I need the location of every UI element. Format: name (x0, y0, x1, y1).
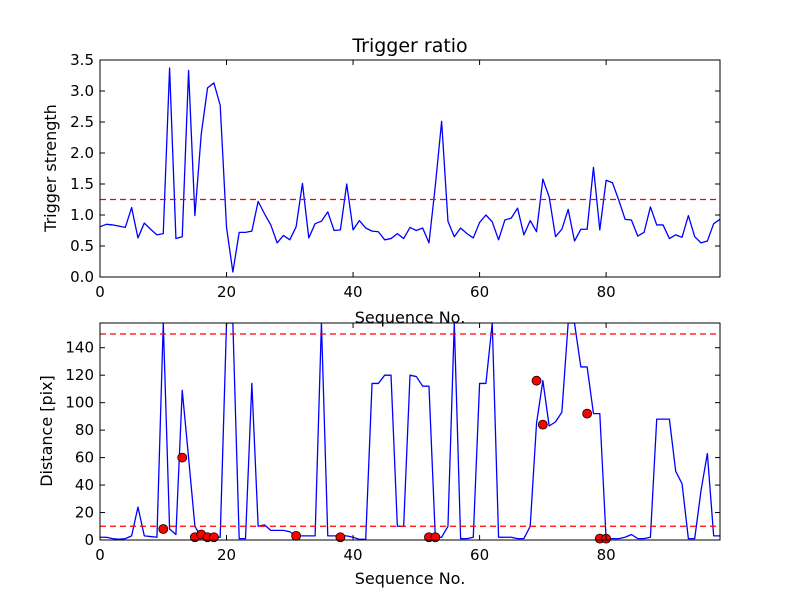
bottom-y-tick-label: 0 (84, 531, 94, 549)
bottom-y-tick-label: 140 (65, 339, 94, 357)
top-x-tick-label: 0 (95, 283, 105, 301)
bottom-marker-point (582, 408, 593, 419)
bottom-x-tick-label: 80 (597, 546, 616, 564)
bottom-marker-point (158, 524, 169, 534)
bottom-x-tick-label: 0 (95, 546, 105, 564)
top-x-tick-label: 40 (344, 283, 363, 301)
top-chart-title: Trigger ratio (351, 35, 467, 57)
bottom-marker-point (177, 452, 188, 463)
bottom-x-axis-label: Sequence No. (355, 569, 466, 588)
top-y-tick-label: 1.0 (70, 206, 94, 224)
bottom-ticks: 0 20 40 60 80 0 20 40 60 80 100 120 140 (65, 323, 720, 564)
bottom-y-tick-label: 40 (75, 476, 94, 494)
top-x-tick-label: 20 (217, 283, 236, 301)
bottom-y-tick-label: 80 (75, 421, 94, 439)
bottom-y-tick-label: 60 (75, 449, 94, 467)
bottom-x-tick-label: 40 (344, 546, 363, 564)
bottom-y-tick-label: 100 (65, 394, 94, 412)
top-y-tick-label: 1.5 (70, 175, 94, 193)
top-y-tick-label: 0.5 (70, 237, 94, 255)
top-y-tick-label: 3.0 (70, 82, 94, 100)
top-ticks: 0 20 40 60 80 0.0 0.5 1.0 1.5 2.0 2.5 3.0 3.5 (70, 51, 720, 301)
bottom-marker-point (291, 530, 302, 541)
bottom-marker-point (537, 419, 548, 430)
bottom-subplot: 0 20 40 60 80 0 20 40 60 80 100 120 140 Sequence No.… (37, 322, 721, 588)
top-axes-frame (99, 59, 721, 278)
bottom-y-tick-label: 120 (65, 366, 94, 384)
top-x-axis-label: Sequence No. (355, 308, 466, 327)
top-plot-area (100, 67, 720, 273)
bottom-marker-point (531, 375, 542, 386)
bottom-y-tick-label: 20 (75, 504, 94, 522)
top-y-axis-label: Trigger strength (41, 104, 60, 233)
top-y-tick-label: 3.5 (70, 51, 94, 69)
top-y-tick-label: 2.5 (70, 113, 94, 131)
bottom-y-axis-label: Distance [pix] (37, 375, 56, 487)
top-y-tick-label: 2.0 (70, 144, 94, 162)
top-series-line (100, 67, 720, 273)
bottom-axes-frame (99, 322, 721, 541)
top-x-tick-label: 60 (470, 283, 489, 301)
top-y-tick-label: 0.0 (70, 268, 94, 286)
bottom-x-tick-label: 20 (217, 546, 236, 564)
top-subplot: Trigger ratio 0 20 40 60 80 0.0 0.5 1.0 1.5 2.0 2.… (41, 35, 721, 327)
bottom-x-tick-label: 60 (470, 546, 489, 564)
top-x-tick-label: 80 (597, 283, 616, 301)
